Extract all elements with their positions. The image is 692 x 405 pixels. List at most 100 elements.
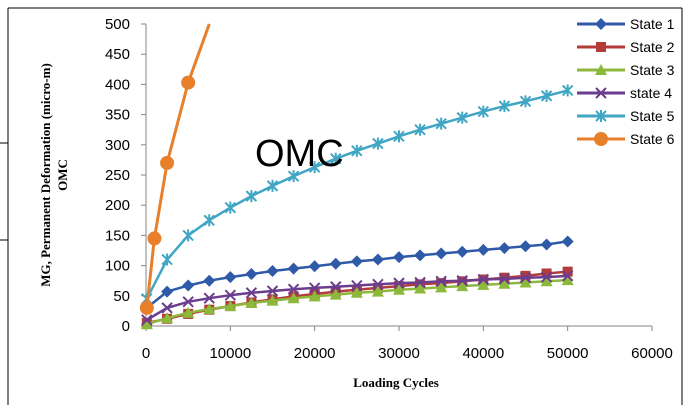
data-point-state-3: [287, 292, 300, 304]
data-point-state-1: [435, 247, 448, 260]
data-point-state-5: [287, 170, 300, 183]
marker-stroke: [498, 273, 511, 285]
y-tick-label: 400: [105, 76, 130, 93]
data-point-state-1: [203, 274, 216, 287]
data-point-state-4: [161, 302, 173, 314]
x-tick-label: 50000: [547, 345, 589, 362]
data-point-state-5: [203, 214, 215, 227]
data-point-state-6: [139, 300, 154, 315]
data-point-state-3: [203, 303, 216, 315]
data-point-state-5: [224, 201, 237, 214]
marker-stroke: [245, 287, 258, 299]
marker-stroke: [330, 281, 342, 293]
x-tick-label: 20000: [294, 345, 336, 362]
data-point-state-5: [498, 100, 511, 113]
data-point-state-4: [435, 275, 447, 288]
data-point-state-3: [350, 286, 363, 298]
marker-stroke: [308, 282, 321, 294]
marker-stroke: [372, 278, 384, 291]
legend-swatch-marker: [595, 18, 607, 30]
legend-item-state-4: state 4: [577, 85, 672, 101]
data-point-state-2: [562, 266, 573, 277]
data-point-state-4: [477, 273, 490, 286]
data-point-state-3: [182, 306, 195, 318]
data-point-state-4: [224, 289, 237, 301]
data-point-state-1: [393, 251, 405, 264]
data-point-state-5: [266, 179, 279, 192]
data-point-state-4: [330, 281, 342, 293]
data-point-state-5: [456, 111, 468, 124]
data-point-state-4: [351, 279, 363, 292]
data-point-state-3: [393, 283, 405, 295]
data-point-state-1: [161, 285, 174, 298]
marker-stroke: [414, 276, 426, 289]
data-point-state-1: [287, 262, 300, 275]
data-point-state-4: [456, 274, 468, 287]
data-point-state-1: [540, 238, 553, 251]
data-point-state-5: [351, 144, 363, 157]
data-point-state-1: [329, 257, 342, 270]
data-point-state-4: [203, 292, 215, 304]
data-point-state-3: [329, 288, 342, 300]
legend-item-state-1: State 1: [577, 16, 675, 32]
y-tick-label: 50: [113, 288, 130, 305]
marker-stroke: [351, 279, 363, 292]
marker-stroke: [595, 87, 607, 99]
marker-stroke: [561, 270, 574, 282]
legend-swatch-marker: [595, 110, 607, 122]
data-point-state-1: [266, 265, 279, 278]
data-point-state-1: [456, 245, 469, 258]
marker-stroke: [477, 273, 490, 286]
data-point-state-3: [477, 278, 490, 290]
legend-item-state-5: State 5: [577, 108, 675, 124]
marker-stroke: [182, 296, 194, 308]
data-point-state-3: [561, 274, 574, 286]
marker-stroke: [540, 271, 553, 283]
data-point-state-1: [245, 268, 258, 281]
legend-item-state-3: State 3: [577, 62, 675, 78]
marker-stroke: [287, 283, 300, 295]
data-point-state-4: [414, 276, 426, 289]
legend-label: State 3: [630, 62, 675, 78]
data-point-state-1: [308, 260, 321, 273]
data-point-state-3: [161, 312, 174, 324]
data-point-state-5: [161, 253, 173, 266]
legend-swatch-marker: [596, 42, 606, 52]
data-point-state-5: [393, 130, 405, 143]
data-point-state-5: [519, 95, 532, 108]
data-point-state-5: [477, 105, 490, 118]
series-state-3: [140, 274, 574, 330]
y-tick-label: 450: [105, 46, 130, 63]
series-state-4: [141, 270, 574, 326]
series-layer: [139, 23, 574, 330]
data-point-state-5: [330, 152, 342, 165]
axes: 0 50 100 150 200 250 300 350 400 450 500 0 10000 2000…: [105, 16, 673, 362]
data-point-state-3: [224, 300, 237, 312]
series-state-5: [141, 84, 574, 305]
marker-stroke: [435, 275, 447, 288]
y-tick-label: 0: [122, 318, 130, 335]
data-point-state-1: [350, 255, 363, 268]
marker-stroke: [519, 271, 532, 284]
data-point-state-6: [181, 75, 196, 90]
data-point-state-3: [540, 275, 553, 287]
data-point-state-3: [456, 280, 469, 292]
marker-stroke: [266, 285, 279, 297]
marker-stroke: [161, 302, 173, 314]
y-axis-title: MG, Permanent Deformation (micro-m): [38, 63, 53, 287]
series-state-6: [139, 23, 211, 315]
data-point-state-3: [140, 318, 153, 330]
x-tick-label: 30000: [378, 345, 420, 362]
data-point-state-5: [308, 161, 321, 174]
legend-label: state 4: [630, 85, 672, 101]
data-point-state-3: [519, 276, 532, 288]
data-point-state-4: [182, 296, 194, 308]
legend-label: State 6: [630, 131, 675, 147]
legend-item-state-2: State 2: [577, 39, 675, 55]
data-point-state-5: [245, 190, 258, 203]
legend-swatch-marker: [595, 87, 607, 99]
data-point-state-5: [372, 137, 384, 150]
data-point-state-5: [561, 84, 574, 97]
